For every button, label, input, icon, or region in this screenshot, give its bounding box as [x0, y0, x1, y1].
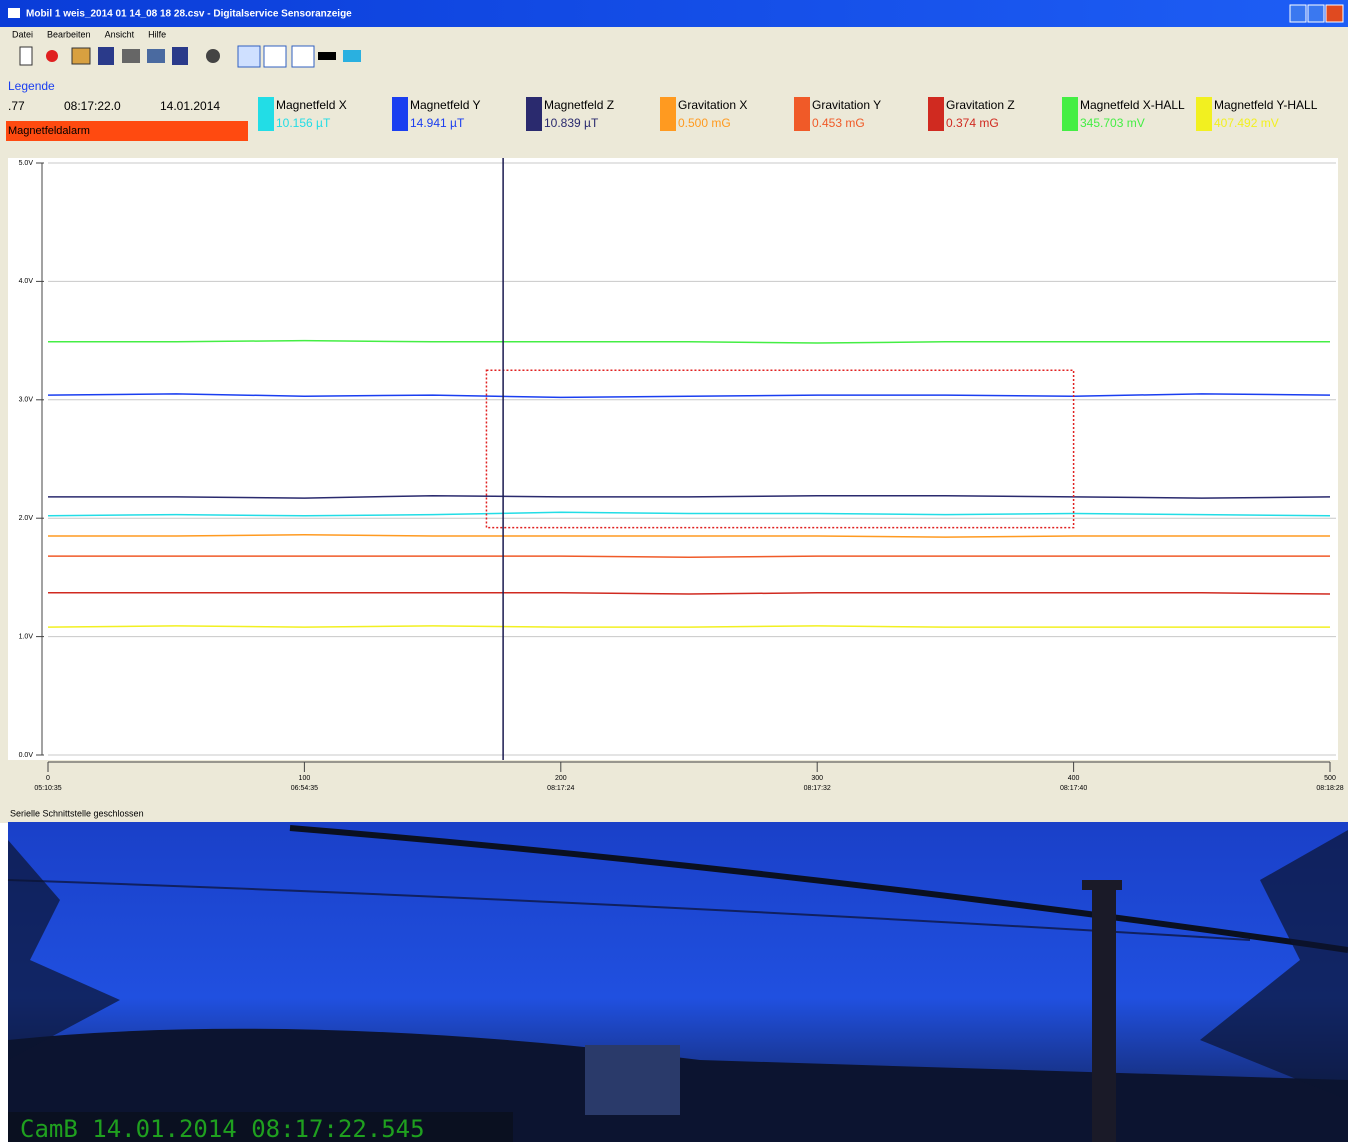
menu-item[interactable]: Ansicht [105, 29, 135, 39]
open-button[interactable] [72, 48, 90, 64]
x-tick-time: 08:17:40 [1060, 785, 1087, 792]
export-button[interactable] [147, 49, 165, 63]
legend-swatch [660, 97, 676, 131]
saveas-button[interactable] [172, 47, 188, 65]
plot-area [8, 158, 1338, 760]
x-tick-time: 08:17:24 [547, 785, 574, 792]
pole [1092, 885, 1116, 1142]
view-5-button[interactable] [343, 50, 361, 62]
x-tick-label: 400 [1068, 775, 1080, 782]
menu-item[interactable]: Bearbeiten [47, 29, 91, 39]
legend-swatch [928, 97, 944, 131]
legend-label: Magnetfeld X [276, 98, 347, 112]
y-tick-label: 4.0V [19, 278, 34, 285]
legend-reading: 10.839 µT [544, 116, 599, 130]
legend-swatch [392, 97, 408, 131]
legend-reading: 0.500 mG [678, 116, 731, 130]
legend-swatch [1062, 97, 1078, 131]
view-1-button[interactable] [238, 46, 260, 67]
legend-date: 14.01.2014 [160, 99, 220, 113]
x-tick-time: 06:54:35 [291, 785, 318, 792]
status-text: Serielle Schnittstelle geschlossen [10, 808, 144, 818]
app-icon [8, 8, 20, 18]
save-button[interactable] [98, 47, 114, 65]
minimize-button[interactable] [1290, 5, 1306, 22]
legend-reading: 10.156 µT [276, 116, 331, 130]
legend-title: Legende [8, 79, 55, 93]
legend-label: Gravitation Y [812, 98, 881, 112]
y-tick-label: 5.0V [19, 160, 34, 167]
maximize-button[interactable] [1308, 5, 1324, 22]
record-button[interactable] [46, 50, 58, 62]
settings-button[interactable] [206, 49, 220, 63]
legend-swatch [258, 97, 274, 131]
building [585, 1045, 680, 1115]
legend-time: 08:17:22.0 [64, 99, 121, 113]
menu-item[interactable]: Hilfe [148, 29, 166, 39]
x-tick-time: 05:10:35 [34, 785, 61, 792]
x-tick-label: 0 [46, 775, 50, 782]
legend-label: Gravitation Z [946, 98, 1015, 112]
view-2-button[interactable] [264, 46, 286, 67]
alarm-text: Magnetfeldalarm [8, 125, 90, 137]
pole-top [1082, 880, 1122, 890]
view-4-button[interactable] [318, 52, 336, 60]
x-tick-label: 300 [811, 775, 823, 782]
legend-label: Magnetfeld X-HALL [1080, 98, 1185, 112]
x-tick-label: 200 [555, 775, 567, 782]
y-tick-label: 1.0V [19, 633, 34, 640]
camera-caption: CamB 14.01.2014 08:17:22.545 [20, 1115, 425, 1142]
menu-item[interactable]: Datei [12, 29, 33, 39]
legend-label: Magnetfeld Y-HALL [1214, 98, 1318, 112]
legend-reading: 14.941 µT [410, 116, 465, 130]
y-tick-label: 3.0V [19, 397, 34, 404]
legend-label: Magnetfeld Y [410, 98, 481, 112]
y-tick-label: 2.0V [19, 515, 34, 522]
legend-label: Gravitation X [678, 98, 747, 112]
y-tick-label: 0.0V [19, 752, 34, 759]
legend-swatch [794, 97, 810, 131]
close-button[interactable] [1326, 5, 1343, 22]
window-title: Mobil 1 weis_2014 01 14_08 18 28.csv - D… [26, 9, 352, 20]
view-3-button[interactable] [292, 46, 314, 67]
x-tick-time: 08:17:32 [804, 785, 831, 792]
legend-reading: 0.453 mG [812, 116, 865, 130]
legend-reading: 0.374 mG [946, 116, 999, 130]
legend-reading: 407.492 mV [1214, 116, 1279, 130]
legend-label: Magnetfeld Z [544, 98, 614, 112]
x-tick-label: 500 [1324, 775, 1336, 782]
legend-swatch [526, 97, 542, 131]
legend-reading: 345.703 mV [1080, 116, 1145, 130]
print-button[interactable] [122, 49, 140, 63]
legend-value: .77 [8, 99, 25, 113]
camera-view: CamB 14.01.2014 08:17:22.545 [8, 822, 1348, 1142]
app-window: Mobil 1 weis_2014 01 14_08 18 28.csv - D… [0, 0, 1348, 1142]
new-button[interactable] [20, 47, 32, 65]
legend-swatch [1196, 97, 1212, 131]
x-tick-label: 100 [299, 775, 311, 782]
x-tick-time: 08:18:28 [1316, 785, 1343, 792]
